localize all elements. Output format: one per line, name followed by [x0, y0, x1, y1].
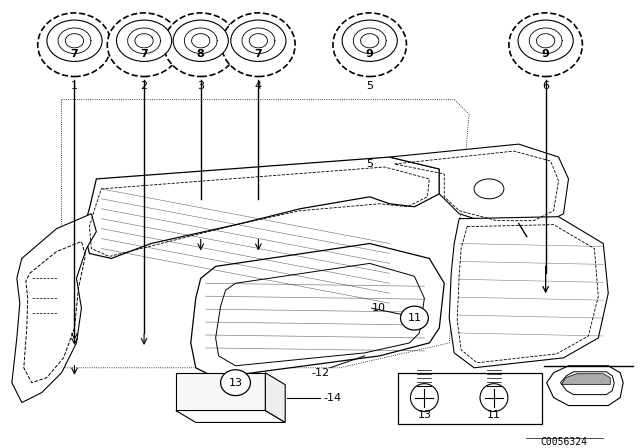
- Polygon shape: [266, 373, 285, 422]
- Text: 9: 9: [541, 49, 550, 59]
- Text: 1: 1: [71, 82, 78, 91]
- Bar: [397, 373, 541, 424]
- Ellipse shape: [38, 13, 111, 77]
- Text: 5: 5: [366, 159, 373, 169]
- Polygon shape: [12, 214, 97, 403]
- Polygon shape: [83, 157, 439, 258]
- Ellipse shape: [342, 20, 397, 61]
- Ellipse shape: [401, 306, 428, 330]
- Ellipse shape: [474, 179, 504, 199]
- Text: 13: 13: [228, 378, 243, 388]
- Polygon shape: [449, 217, 608, 368]
- Ellipse shape: [221, 370, 250, 396]
- Ellipse shape: [108, 13, 181, 77]
- Circle shape: [480, 383, 508, 412]
- Text: 2: 2: [141, 82, 148, 91]
- Polygon shape: [390, 144, 568, 227]
- Text: 10: 10: [372, 303, 386, 313]
- Text: 5: 5: [366, 82, 373, 91]
- Ellipse shape: [221, 13, 295, 77]
- Ellipse shape: [518, 20, 573, 61]
- Text: C0056324: C0056324: [540, 437, 587, 448]
- Text: 6: 6: [542, 82, 549, 91]
- Ellipse shape: [231, 20, 286, 61]
- Ellipse shape: [509, 13, 582, 77]
- Ellipse shape: [333, 13, 406, 77]
- Text: 13: 13: [417, 410, 431, 421]
- Text: -12: -12: [312, 368, 330, 378]
- Polygon shape: [561, 372, 614, 395]
- Ellipse shape: [164, 13, 237, 77]
- Text: 11: 11: [487, 410, 501, 421]
- Text: 9: 9: [366, 49, 374, 59]
- Text: 7: 7: [255, 49, 262, 59]
- Circle shape: [410, 383, 438, 412]
- Polygon shape: [561, 374, 611, 385]
- Text: 8: 8: [197, 49, 205, 59]
- Ellipse shape: [47, 20, 102, 61]
- Text: -14: -14: [323, 392, 341, 403]
- Ellipse shape: [116, 20, 172, 61]
- Text: 3: 3: [197, 82, 204, 91]
- Text: 11: 11: [408, 313, 421, 323]
- Polygon shape: [176, 410, 285, 422]
- Polygon shape: [547, 366, 623, 405]
- Polygon shape: [176, 373, 266, 410]
- Text: 4: 4: [255, 82, 262, 91]
- Text: 7: 7: [70, 49, 78, 59]
- Ellipse shape: [173, 20, 228, 61]
- Text: 7: 7: [140, 49, 148, 59]
- Polygon shape: [191, 244, 444, 378]
